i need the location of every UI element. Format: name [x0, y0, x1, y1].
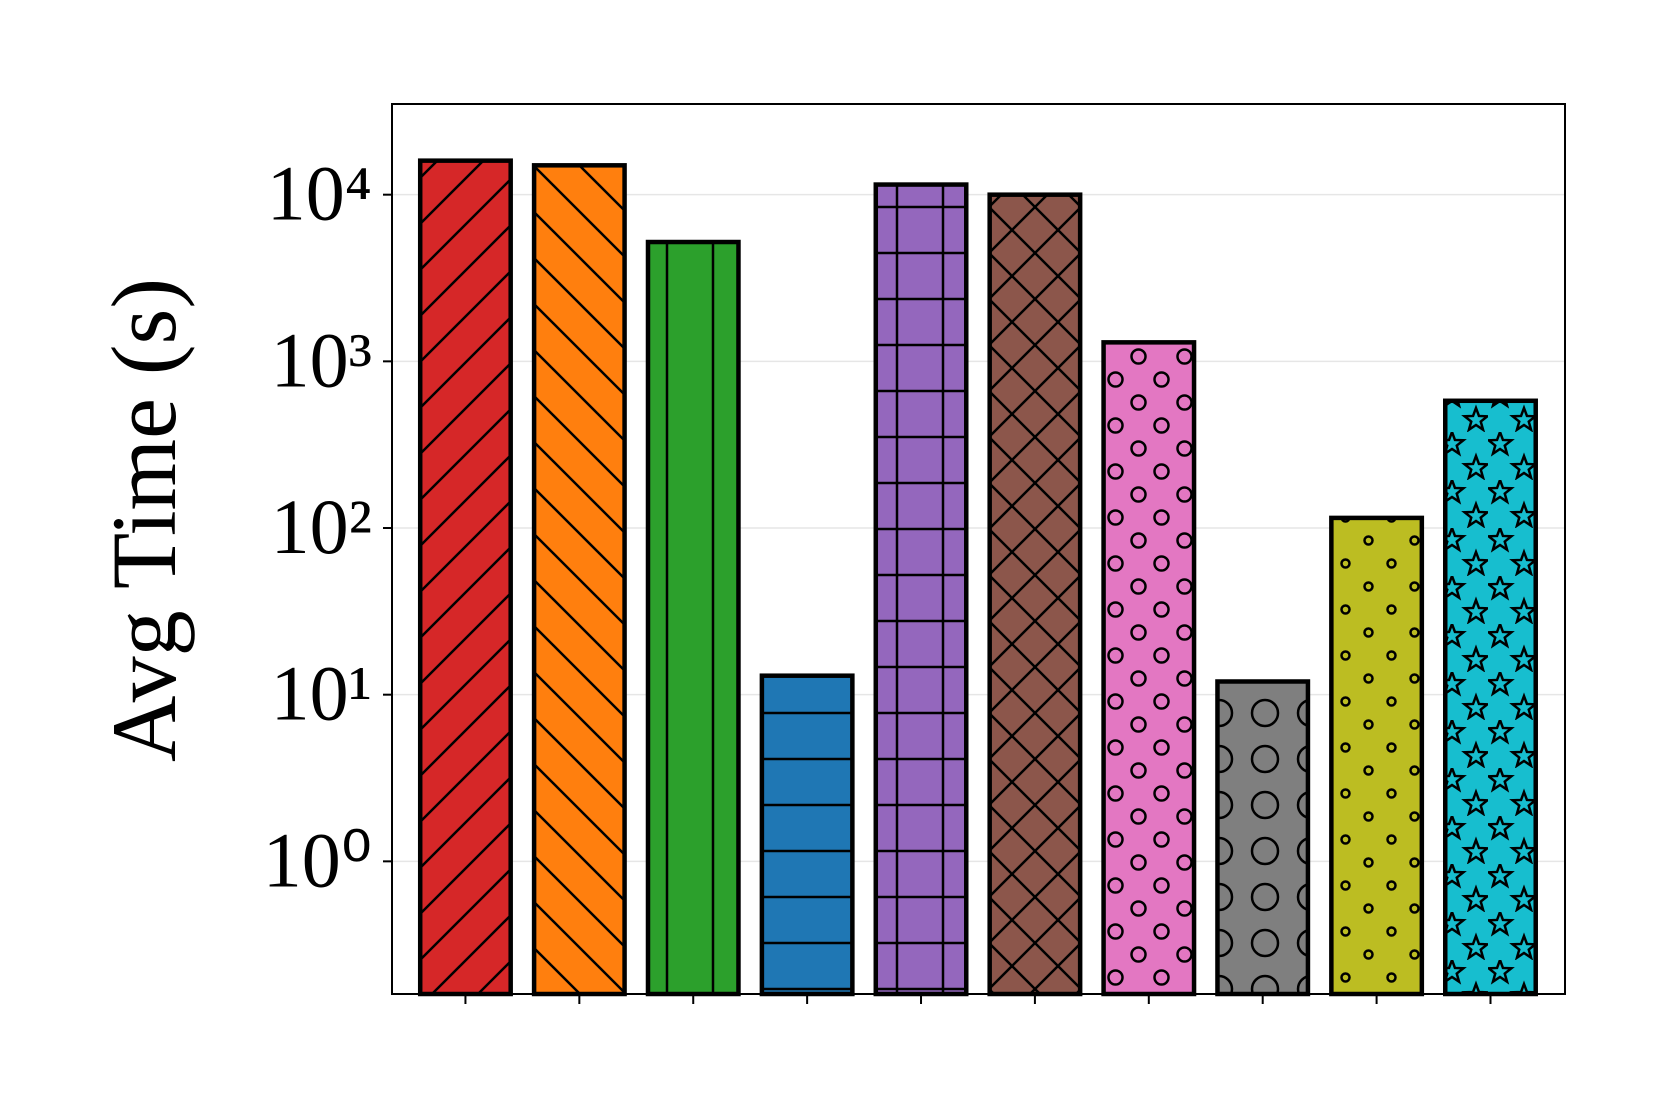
bar [1443, 398, 1538, 997]
y-tick-label: 10¹ [271, 650, 372, 737]
y-tick-label: 10² [271, 483, 372, 570]
plot-frame [391, 103, 1566, 995]
bar [417, 158, 513, 997]
bar [1329, 515, 1425, 997]
y-tick-label: 10³ [271, 316, 372, 403]
bar [1101, 340, 1197, 997]
y-tick-label: 10⁰ [263, 816, 372, 903]
bar [759, 673, 855, 997]
bar [987, 192, 1083, 997]
y-axis-label: Avg Time (s) [93, 278, 195, 762]
bar [645, 239, 741, 997]
bar [1215, 679, 1311, 997]
bar [873, 182, 969, 997]
y-tick-label: 10⁴ [267, 150, 372, 237]
bar [531, 163, 627, 997]
